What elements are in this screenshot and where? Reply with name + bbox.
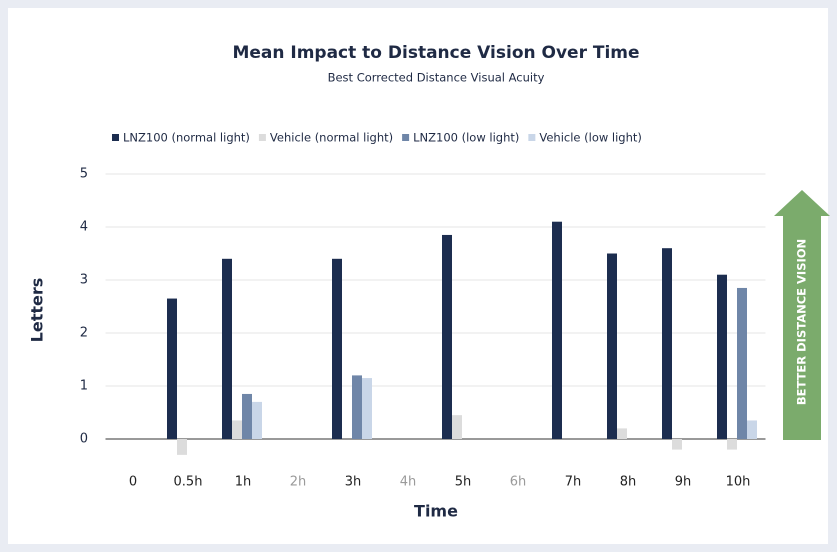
- bar: [617, 428, 627, 439]
- y-tick-label: 2: [80, 326, 88, 341]
- bar: [672, 439, 682, 450]
- legend-label: Vehicle (normal light): [270, 131, 393, 145]
- bar: [727, 439, 737, 450]
- bar: [167, 298, 177, 439]
- x-tick-label: 1h: [235, 475, 252, 490]
- y-tick-label: 3: [80, 273, 88, 288]
- x-tick-label: 3h: [345, 475, 362, 490]
- bar: [747, 420, 757, 439]
- bar: [242, 393, 252, 439]
- x-tick-label: 0.5h: [174, 475, 203, 490]
- legend-swatch: [528, 134, 536, 141]
- x-tick-label: 5h: [455, 475, 472, 490]
- y-tick-label: 5: [80, 167, 88, 182]
- bar: [452, 415, 462, 439]
- x-tick-label: 0: [129, 475, 137, 490]
- legend-label: LNZ100 (normal light): [123, 131, 250, 145]
- x-tick-label: 9h: [675, 475, 692, 490]
- x-tick-label: 4h: [400, 475, 417, 490]
- y-tick-label: 0: [80, 432, 88, 447]
- bar: [177, 439, 187, 455]
- bar: [442, 234, 452, 439]
- bar: [717, 274, 727, 439]
- legend-swatch: [402, 134, 410, 141]
- bar: [252, 401, 262, 439]
- legend-label: LNZ100 (low light): [413, 131, 519, 145]
- x-tick-label: 6h: [510, 475, 527, 490]
- bar: [662, 248, 672, 439]
- bar: [552, 221, 562, 439]
- legend-swatch: [112, 134, 119, 141]
- panel: [8, 8, 828, 544]
- chart-title: Mean Impact to Distance Vision Over Time: [232, 43, 639, 63]
- y-axis-label: Letters: [28, 278, 47, 343]
- x-tick-label: 7h: [565, 475, 582, 490]
- bar: [607, 253, 617, 439]
- bar: [232, 420, 242, 439]
- x-axis-label: Time: [414, 502, 458, 521]
- bar: [362, 378, 372, 439]
- bar: [352, 375, 362, 439]
- annotation: BETTER DISTANCE VISION: [795, 239, 809, 405]
- bar: [332, 258, 342, 439]
- arrow: [774, 190, 830, 440]
- legend-swatch: [258, 134, 266, 141]
- bar: [737, 287, 747, 439]
- x-tick-label: 8h: [620, 475, 637, 490]
- chart-subtitle: Best Corrected Distance Visual Acuity: [328, 71, 545, 85]
- legend-label: Vehicle (low light): [539, 131, 642, 145]
- x-tick-label: 2h: [290, 475, 307, 490]
- y-tick-label: 4: [80, 220, 88, 235]
- x-tick-label: 10h: [726, 475, 751, 490]
- bar: [222, 258, 232, 439]
- y-tick-label: 1: [80, 379, 88, 394]
